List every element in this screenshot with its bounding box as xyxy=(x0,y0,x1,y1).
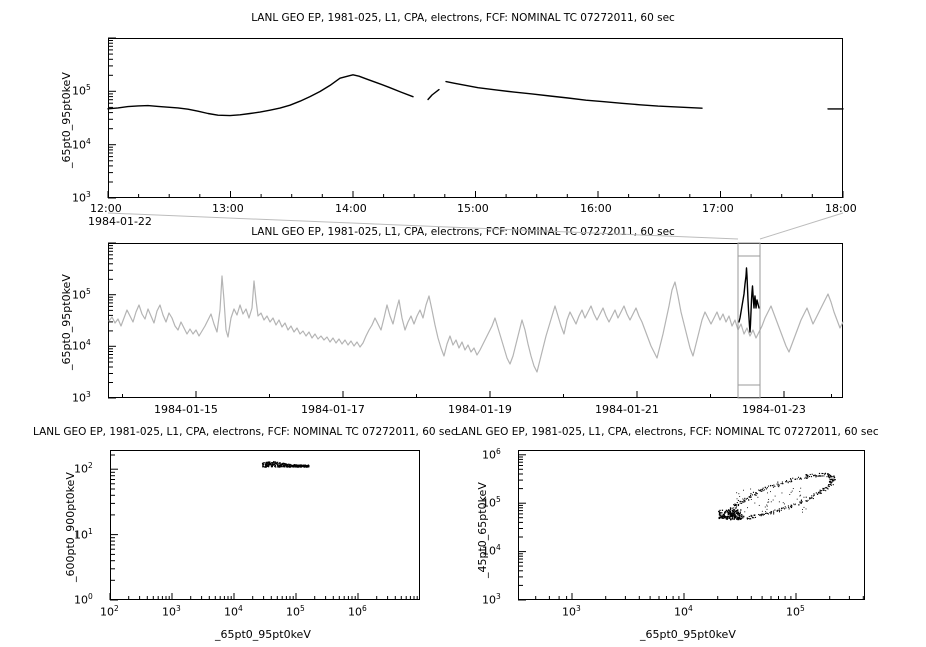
overview-xtick-1: 1984-01-17 xyxy=(301,403,365,416)
detail-xtick-6: 18:00 xyxy=(825,202,857,215)
detail-panel-title: LANL GEO EP, 1981-025, L1, CPA, electron… xyxy=(251,12,675,24)
connector-left xyxy=(107,212,739,240)
scatter-left-xtick-3: 105 xyxy=(286,604,305,619)
scatter-right-points xyxy=(718,472,836,521)
scatter-left-plot-frame[interactable] xyxy=(110,450,420,600)
detail-trace xyxy=(107,74,844,117)
scatter-right-title: LANL GEO EP, 1981-025, L1, CPA, electron… xyxy=(455,426,879,438)
scatter-left-ytick-10: 101 xyxy=(74,527,93,542)
scatter-left-points xyxy=(261,461,310,468)
detail-y-ticks xyxy=(108,37,116,199)
overview-ytick-10000: 104 xyxy=(72,338,91,353)
scatter-right-x-axis-label: _65pt0_95pt0keV xyxy=(640,628,736,641)
connector-right xyxy=(759,212,844,240)
overview-trace-selected xyxy=(738,267,760,333)
overview-xtick-4: 1984-01-23 xyxy=(742,403,806,416)
scatter-right-xtick-1: 104 xyxy=(674,604,693,619)
scatter-right-ytick-100000: 105 xyxy=(482,495,501,510)
scatter-right-ytick-1000: 103 xyxy=(482,592,501,607)
detail-plot-frame[interactable] xyxy=(108,38,843,198)
detail-xtick-3: 15:00 xyxy=(457,202,489,215)
overview-selection-box[interactable] xyxy=(737,242,761,399)
detail-ytick-100000: 105 xyxy=(72,83,91,98)
detail-xtick-5: 17:00 xyxy=(702,202,734,215)
scatter-left-ytick-100: 102 xyxy=(74,461,93,476)
overview-trace xyxy=(108,275,844,373)
scatter-left-xtick-4: 106 xyxy=(348,604,367,619)
scatter-left-xtick-1: 103 xyxy=(162,604,181,619)
scatter-right-y-ticks xyxy=(518,454,526,601)
overview-y-ticks xyxy=(108,242,116,399)
overview-xtick-3: 1984-01-21 xyxy=(595,403,659,416)
detail-ytick-10000: 104 xyxy=(72,137,91,152)
scatter-left-xtick-0: 102 xyxy=(100,604,119,619)
scatter-right-ytick-1000000: 106 xyxy=(482,447,501,462)
detail-xtick-1: 13:00 xyxy=(212,202,244,215)
scatter-left-xtick-2: 104 xyxy=(224,604,243,619)
detail-x-ticks xyxy=(107,191,844,198)
detail-ytick-1000: 103 xyxy=(72,190,91,205)
overview-ytick-1000: 103 xyxy=(72,390,91,405)
detail-date-label: 1984-01-22 xyxy=(88,215,152,228)
scatter-left-y-ticks xyxy=(110,454,118,601)
scatter-left-x-axis-label: _65pt0_95pt0keV xyxy=(215,628,311,641)
scatter-left-title: LANL GEO EP, 1981-025, L1, CPA, electron… xyxy=(33,426,457,438)
overview-ytick-100000: 105 xyxy=(72,287,91,302)
scatter-left-x-ticks xyxy=(109,593,418,600)
overview-xtick-2: 1984-01-19 xyxy=(448,403,512,416)
overview-panel-title: LANL GEO EP, 1981-025, L1, CPA, electron… xyxy=(251,226,675,238)
scatter-left-ytick-1: 100 xyxy=(74,592,93,607)
scatter-right-ytick-10000: 104 xyxy=(482,543,501,558)
scatter-right-xtick-0: 103 xyxy=(562,604,581,619)
scatter-right-x-ticks xyxy=(535,593,864,600)
detail-xtick-4: 16:00 xyxy=(580,202,612,215)
overview-x-ticks xyxy=(122,391,832,398)
overview-xtick-0: 1984-01-15 xyxy=(154,403,218,416)
detail-xtick-2: 14:00 xyxy=(335,202,367,215)
detail-xtick-0: 12:00 xyxy=(90,202,122,215)
scatter-right-xtick-2: 105 xyxy=(786,604,805,619)
